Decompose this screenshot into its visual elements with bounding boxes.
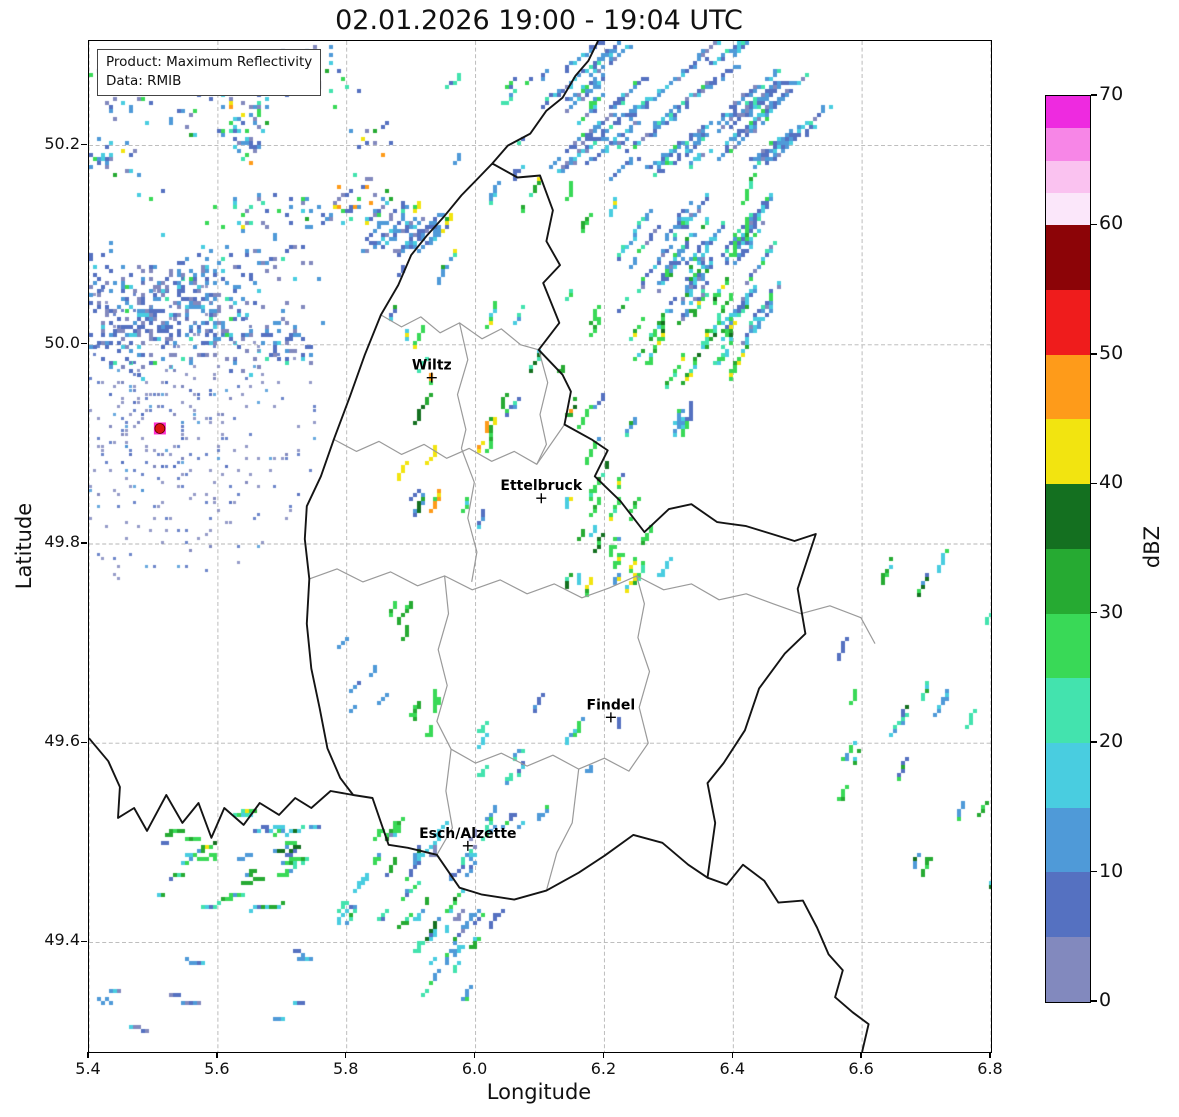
- y-tick-mark: [81, 143, 87, 146]
- country-border: [707, 863, 870, 1052]
- colorbar-segment: [1046, 872, 1090, 938]
- info-product-line: Product: Maximum Reflectivity: [106, 54, 313, 70]
- x-tick-mark: [989, 1052, 991, 1058]
- region-border: [456, 322, 469, 449]
- y-tick-label: 49.4: [44, 930, 80, 950]
- colorbar-tick-label: 10: [1099, 859, 1124, 882]
- x-tick-label: 5.4: [75, 1059, 101, 1078]
- plot-area: Wiltz Ettelbruck Findel Esch/Alzette Produc…: [88, 40, 992, 1053]
- colorbar-segment: [1046, 743, 1090, 808]
- region-border: [380, 314, 539, 351]
- y-tick-mark: [81, 542, 87, 544]
- radar-echo-layer: [89, 41, 991, 1052]
- city-label: Wiltz: [412, 358, 452, 374]
- colorbar-segment: [1046, 160, 1090, 194]
- colorbar-segment: [1046, 193, 1090, 226]
- colorbar-tick-label: 30: [1099, 600, 1124, 623]
- colorbar-tick-mark: [1091, 612, 1097, 614]
- colorbar-tick-mark: [1091, 741, 1097, 743]
- colorbar-segment: [1046, 96, 1090, 129]
- x-axis-label: Longitude: [486, 1080, 592, 1104]
- city-marker: [462, 840, 473, 851]
- y-tick-label: 50.2: [44, 133, 80, 153]
- x-tick-label: 6.2: [590, 1059, 617, 1078]
- region-border: [536, 349, 549, 465]
- region-border: [333, 424, 565, 465]
- colorbar-tick-label: 0: [1099, 989, 1112, 1011]
- country-border: [89, 737, 354, 839]
- region-border: [436, 575, 651, 772]
- x-tick-mark: [473, 1052, 476, 1058]
- chart-title: 02.01.2026 19:00 - 19:04 UTC: [335, 5, 743, 36]
- y-tick-label: 50.0: [44, 332, 80, 352]
- colorbar-segment: [1046, 937, 1090, 1002]
- radar-site-dot: [154, 423, 166, 434]
- city-marker: [536, 493, 547, 504]
- x-tick-mark: [731, 1052, 733, 1058]
- colorbar-segment: [1046, 290, 1090, 355]
- colorbar-tick-label: 20: [1099, 730, 1124, 753]
- colorbar-tick-mark: [1091, 353, 1097, 355]
- info-box: Product: Maximum Reflectivity Data: RMIB: [97, 49, 322, 97]
- country-border: [491, 41, 599, 165]
- city-marker: [426, 372, 437, 383]
- x-tick-label: 6.0: [461, 1059, 488, 1078]
- region-border: [545, 769, 580, 891]
- x-tick-mark: [87, 1052, 89, 1058]
- y-tick-mark: [81, 343, 87, 345]
- x-tick-mark: [602, 1052, 605, 1058]
- city-label: Findel: [587, 697, 636, 713]
- colorbar-tick-mark: [1091, 223, 1097, 226]
- colorbar-segment: [1046, 548, 1090, 614]
- y-tick-mark: [81, 741, 87, 743]
- country-border: [303, 162, 817, 901]
- colorbar-segment: [1046, 807, 1090, 873]
- colorbar-segment: [1046, 484, 1090, 549]
- x-tick-label: 5.6: [204, 1059, 230, 1078]
- colorbar-tick-label: 50: [1099, 341, 1124, 364]
- city-label: Ettelbruck: [500, 478, 582, 494]
- map-border-layer: Wiltz Ettelbruck Findel Esch/Alzette: [89, 41, 876, 1052]
- colorbar-tick-mark: [1091, 482, 1097, 484]
- region-border: [309, 568, 876, 644]
- colorbar-segment: [1046, 354, 1090, 420]
- colorbar-segment: [1046, 419, 1090, 485]
- x-tick-mark: [216, 1052, 218, 1058]
- colorbar-tick-label: 40: [1099, 471, 1124, 494]
- info-data-line: Data: RMIB: [106, 73, 182, 90]
- city-marker: [605, 712, 616, 723]
- colorbar-tick-mark: [1091, 94, 1097, 96]
- colorbar-tick-label: 60: [1099, 212, 1124, 235]
- colorbar-segment: [1046, 613, 1090, 679]
- y-tick-label: 49.6: [44, 731, 80, 751]
- x-tick-label: 6.8: [977, 1059, 1003, 1078]
- x-tick-label: 5.8: [332, 1059, 359, 1078]
- city-label: Esch/Alzette: [419, 826, 516, 842]
- x-tick-label: 6.6: [848, 1059, 874, 1078]
- colorbar-tick-label: 70: [1099, 83, 1124, 105]
- x-tick-mark: [345, 1052, 347, 1058]
- colorbar-axis-label: dBZ: [1140, 525, 1164, 569]
- colorbar-segment: [1046, 678, 1090, 743]
- colorbar-tick-mark: [1091, 1000, 1097, 1002]
- colorbar-tick-mark: [1091, 870, 1097, 873]
- x-tick-mark: [860, 1052, 862, 1058]
- colorbar-segment: [1046, 128, 1090, 161]
- y-tick-label: 49.8: [44, 532, 80, 551]
- region-border: [460, 448, 478, 583]
- x-tick-label: 6.4: [719, 1059, 745, 1078]
- colorbar-segment: [1046, 225, 1090, 291]
- y-tick-mark: [81, 940, 87, 943]
- region-border: [436, 749, 453, 856]
- colorbar: [1045, 95, 1091, 1003]
